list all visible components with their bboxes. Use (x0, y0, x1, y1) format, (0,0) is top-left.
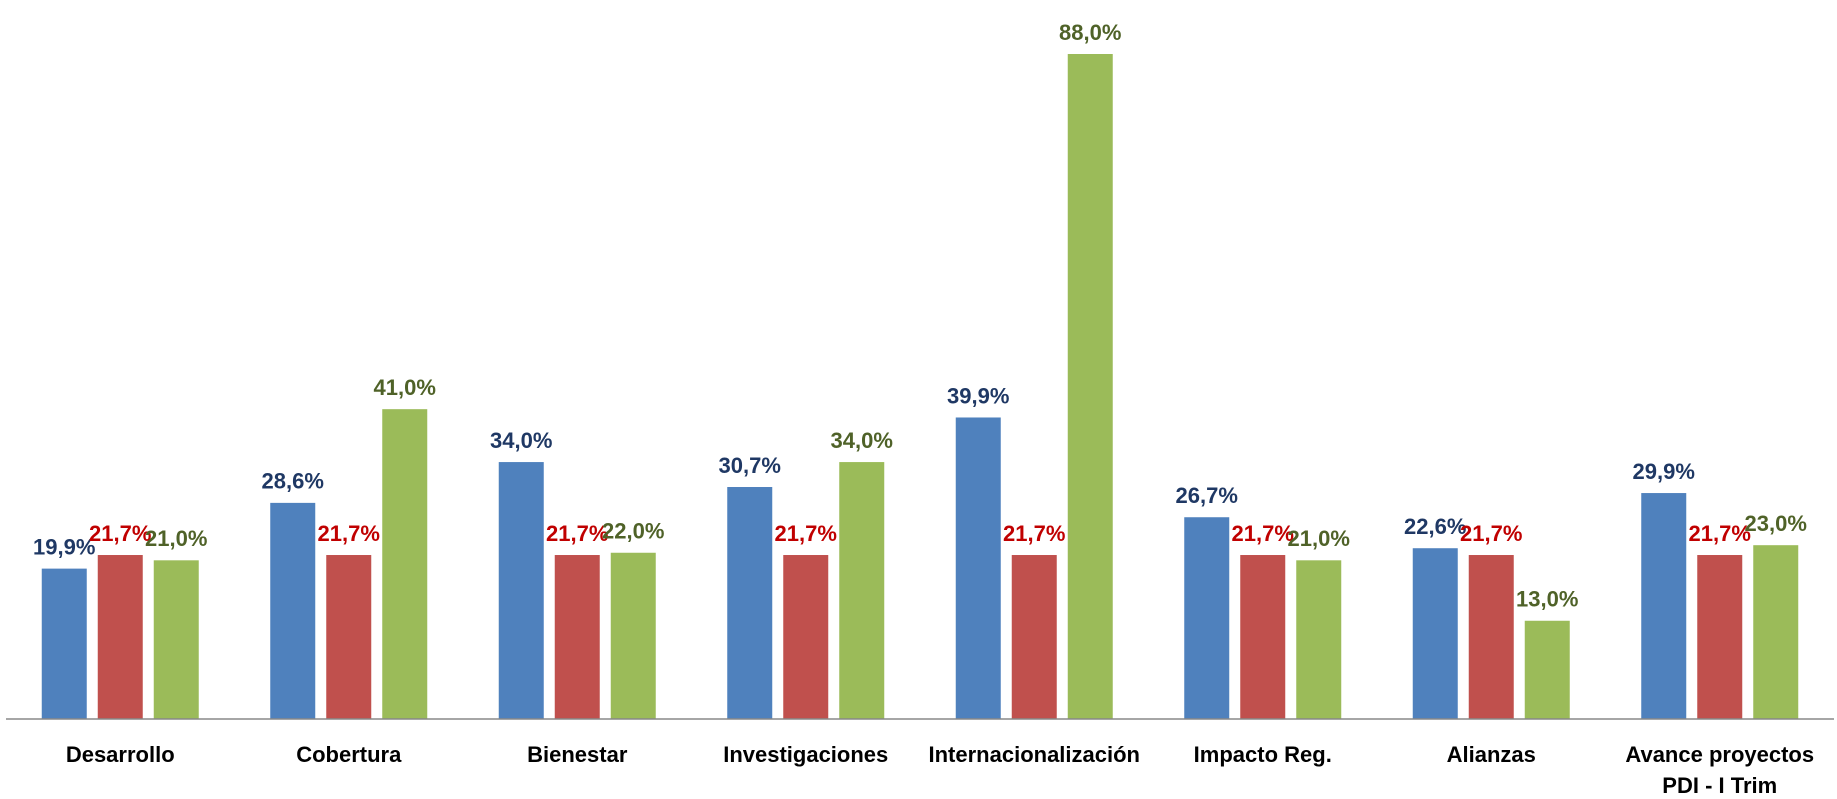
data-label: 21,7% (89, 521, 151, 546)
bar (783, 555, 829, 719)
x-tick-label: Internacionalización (929, 742, 1141, 767)
bar (1468, 555, 1514, 719)
bar (498, 462, 544, 719)
data-label: 88,0% (1059, 20, 1121, 45)
data-label: 13,0% (1516, 587, 1578, 612)
data-label: 30,7% (719, 453, 781, 478)
data-label: 21,7% (1460, 521, 1522, 546)
bar (153, 560, 199, 719)
data-label: 34,0% (490, 428, 552, 453)
data-label: 23,0% (1745, 511, 1807, 536)
x-tick-label: Investigaciones (723, 742, 888, 767)
data-label: 41,0% (374, 375, 436, 400)
bar (326, 555, 372, 719)
data-label: 39,9% (947, 383, 1009, 408)
bar (610, 552, 656, 719)
data-label: 26,7% (1176, 483, 1238, 508)
x-tick-label: Bienestar (527, 742, 628, 767)
data-label: 21,7% (1232, 521, 1294, 546)
data-label: 19,9% (33, 534, 95, 559)
bar (1240, 555, 1286, 719)
x-tick-label: Cobertura (296, 742, 402, 767)
bar (1011, 555, 1057, 719)
bar (1296, 560, 1342, 719)
bar (1184, 517, 1230, 719)
bar (1697, 555, 1743, 719)
data-label: 21,7% (318, 521, 380, 546)
bar (1067, 54, 1113, 719)
data-label: 21,7% (546, 521, 608, 546)
data-label: 21,7% (1689, 521, 1751, 546)
data-label: 34,0% (831, 428, 893, 453)
data-label: 21,0% (145, 526, 207, 551)
data-label: 28,6% (262, 469, 324, 494)
bar (1412, 548, 1458, 719)
bar (955, 417, 1001, 719)
bar (41, 568, 87, 719)
data-label: 21,7% (1003, 521, 1065, 546)
bar (1524, 620, 1570, 719)
bar (839, 462, 885, 719)
data-label: 22,6% (1404, 514, 1466, 539)
x-tick-label: Desarrollo (66, 742, 175, 767)
bar (97, 555, 143, 719)
bar (382, 409, 428, 719)
data-label: 21,0% (1288, 526, 1350, 551)
x-tick-label: Alianzas (1447, 742, 1536, 767)
data-label: 21,7% (775, 521, 837, 546)
x-tick-label: Avance proyectos PDI - I Trim (1625, 742, 1814, 798)
bar (270, 502, 316, 719)
bar (1753, 545, 1799, 719)
bar (1641, 493, 1687, 719)
data-label: 22,0% (602, 519, 664, 544)
data-label: 29,9% (1633, 459, 1695, 484)
x-tick-label: Impacto Reg. (1194, 742, 1332, 767)
bar (554, 555, 600, 719)
bar (727, 487, 773, 719)
